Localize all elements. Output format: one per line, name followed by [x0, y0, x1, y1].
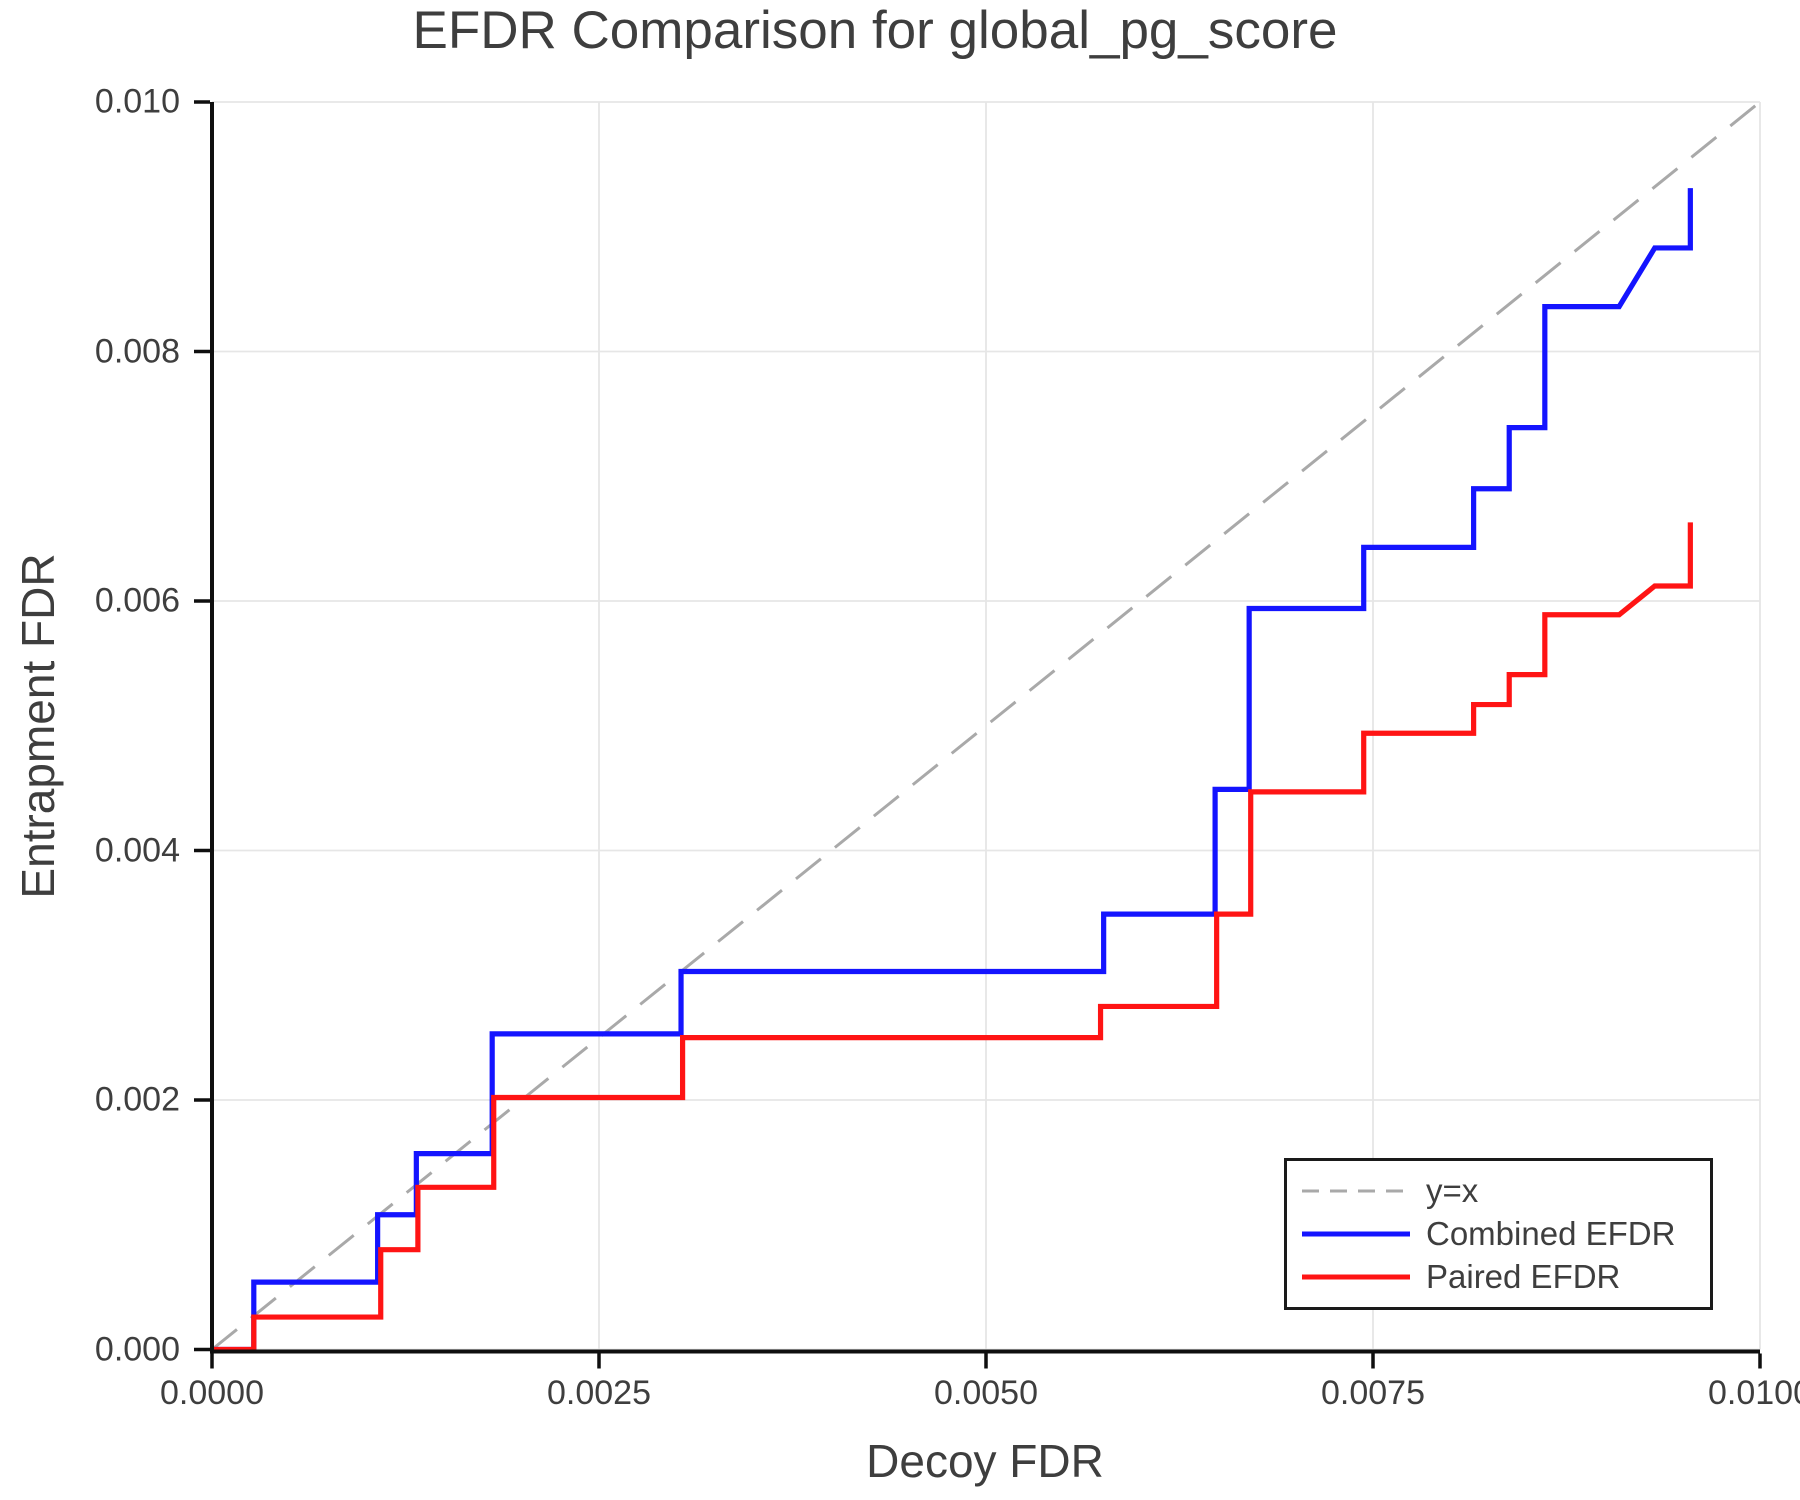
legend-label: y=x	[1426, 1172, 1479, 1209]
legend-combined-line-swatch	[1302, 1231, 1410, 1237]
legend-label: Combined EFDR	[1426, 1215, 1676, 1252]
combined-efdr-line	[212, 188, 1693, 1353]
y-tick-label: 0.000	[94, 1330, 180, 1368]
identity-line	[211, 100, 1761, 1351]
chart-title: EFDR Comparison for global_pg_score	[412, 1, 1338, 60]
y-tick-label: 0.004	[94, 831, 180, 869]
y-tick-label: 0.010	[94, 82, 180, 121]
y-tick-label: 0.002	[94, 1080, 180, 1119]
x-tick-label: 0.0075	[1321, 1374, 1425, 1412]
axis-spines	[210, 102, 1760, 1354]
legend-paired-line-swatch	[1302, 1274, 1410, 1280]
legend: y=x Combined EFDR Paired EFDR	[1284, 1158, 1713, 1310]
y-tick-label: 0.008	[94, 332, 180, 370]
legend-label: Paired EFDR	[1426, 1258, 1621, 1295]
legend-entry-combined: Combined EFDR	[1302, 1215, 1710, 1253]
legend-dashed-line-swatch	[1302, 1189, 1410, 1193]
legend-entry-paired: Paired EFDR	[1302, 1258, 1710, 1296]
y-tick-label: 0.006	[94, 581, 180, 620]
axis-tick-marks	[194, 100, 1762, 1369]
x-tick-label: 0.0000	[160, 1374, 264, 1412]
x-axis-label: Decoy FDR	[866, 1435, 1104, 1487]
paired-efdr-line	[212, 522, 1693, 1353]
legend-entry-identity: y=x	[1302, 1172, 1710, 1210]
x-tick-label: 0.0050	[934, 1374, 1038, 1412]
x-tick-label: 0.0025	[547, 1374, 651, 1412]
